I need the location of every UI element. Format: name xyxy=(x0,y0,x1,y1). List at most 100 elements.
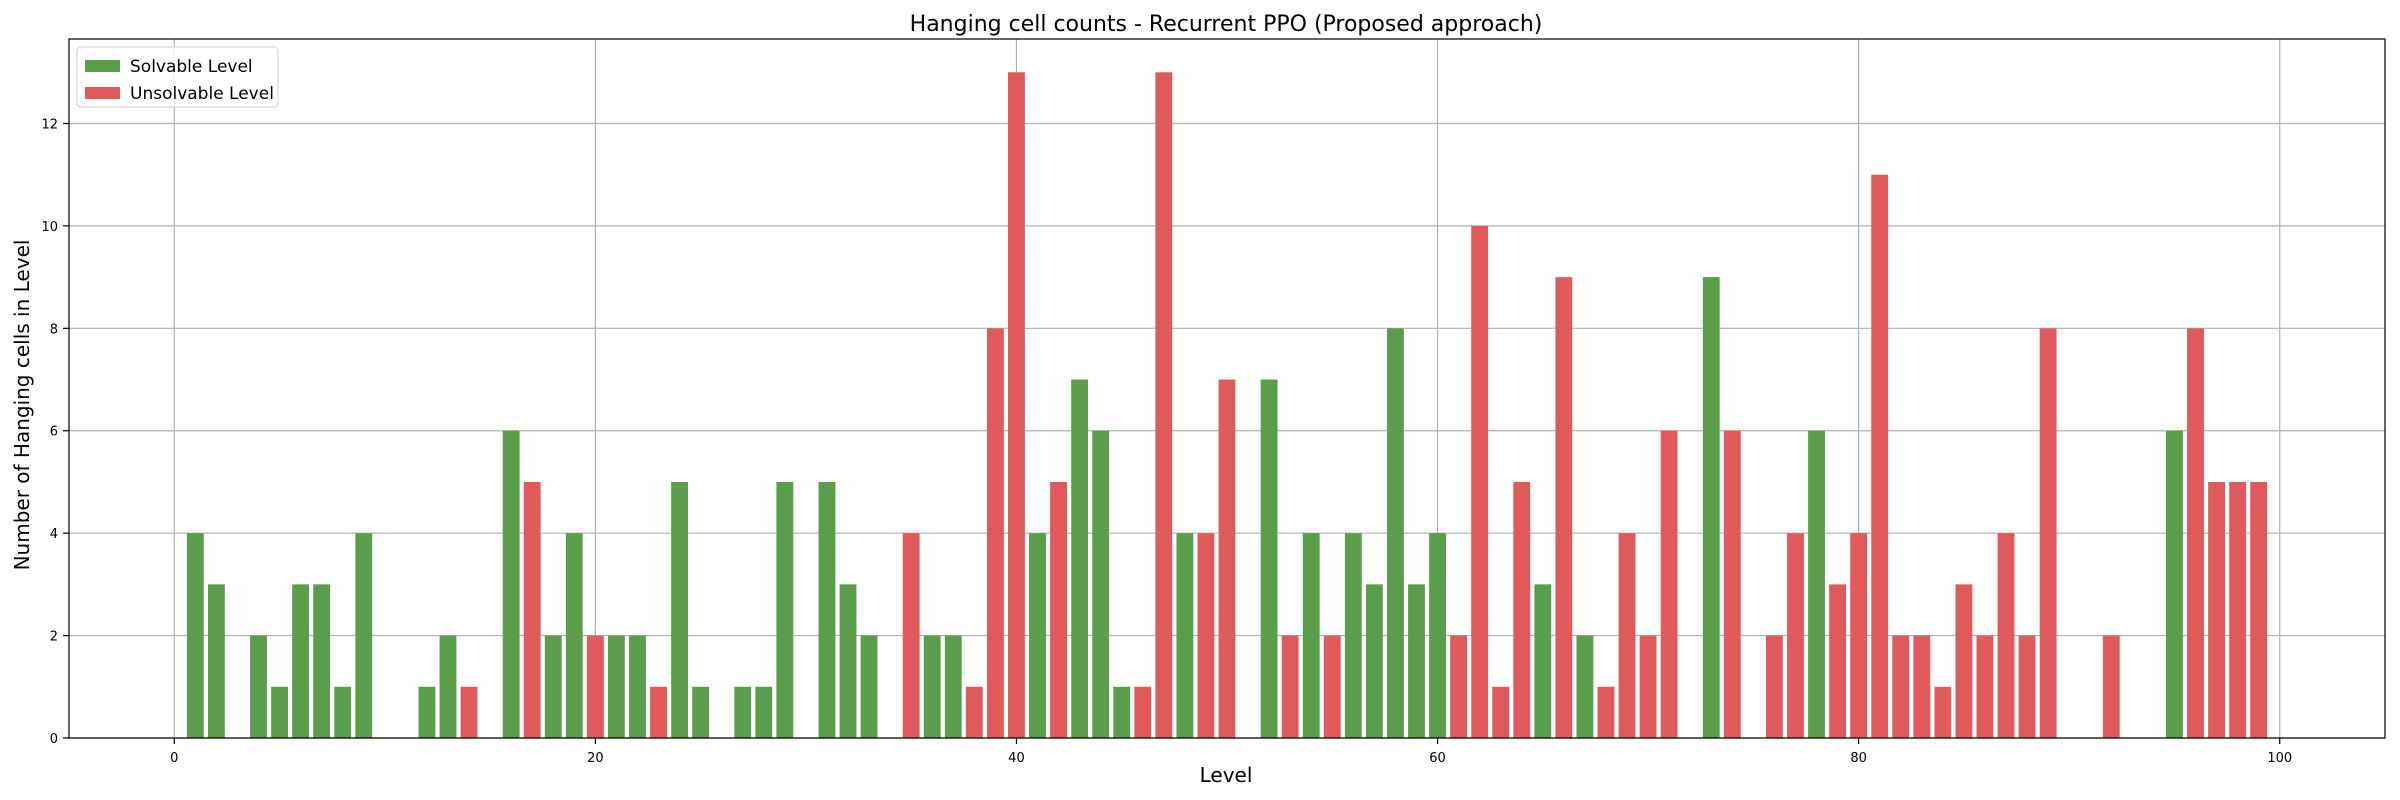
solvable-bar xyxy=(1534,584,1552,738)
solvable-bar xyxy=(755,686,773,738)
legend-label-unsolvable: Unsolvable Level xyxy=(130,84,274,104)
solvable-bar xyxy=(1071,379,1089,738)
unsolvable-bar xyxy=(1513,481,1531,738)
unsolvable-bar xyxy=(2229,481,2247,738)
bars xyxy=(186,72,2268,739)
solvable-bar xyxy=(818,481,836,738)
unsolvable-bar xyxy=(1765,635,1783,738)
unsolvable-bar xyxy=(2102,635,2120,738)
unsolvable-bar xyxy=(902,533,920,738)
solvable-bar xyxy=(1029,533,1046,738)
solvable-bar xyxy=(776,481,794,738)
y-tick-label: 4 xyxy=(50,527,58,542)
x-tick-label: 80 xyxy=(1850,751,1867,766)
solvable-bar xyxy=(607,635,625,738)
solvable-bar xyxy=(1387,328,1404,738)
solvable-bar xyxy=(1260,379,1278,738)
solvable-bar xyxy=(313,584,331,738)
solvable-bar xyxy=(1344,533,1362,738)
unsolvable-bar xyxy=(1892,635,1910,738)
unsolvable-bar xyxy=(1723,430,1741,738)
plot-frame xyxy=(68,38,2386,739)
legend-swatch-unsolvable xyxy=(85,87,120,99)
solvable-bar xyxy=(1176,533,1194,738)
unsolvable-bar xyxy=(1829,584,1847,738)
solvable-bar xyxy=(923,635,941,738)
unsolvable-bar xyxy=(523,481,541,738)
legend: Solvable Level Unsolvable Level xyxy=(76,46,279,108)
unsolvable-bar xyxy=(1660,430,1678,738)
solvable-bar xyxy=(565,533,583,738)
unsolvable-bar xyxy=(1934,686,1952,738)
legend-swatch-solvable xyxy=(85,60,120,72)
unsolvable-bar xyxy=(1639,635,1657,738)
unsolvable-bar xyxy=(1323,635,1341,738)
unsolvable-bar xyxy=(1218,379,1236,738)
y-tick-label: 12 xyxy=(41,117,58,132)
solvable-bar xyxy=(1702,277,1720,738)
unsolvable-bar xyxy=(1050,481,1067,738)
solvable-bar xyxy=(692,686,710,738)
unsolvable-bar xyxy=(1471,225,1489,738)
unsolvable-bar xyxy=(1450,635,1468,738)
y-tick-label: 8 xyxy=(50,322,58,337)
unsolvable-bar xyxy=(1008,72,1025,739)
solvable-bar xyxy=(1302,533,1320,738)
unsolvable-bar xyxy=(2018,635,2036,738)
solvable-bar xyxy=(207,584,225,738)
unsolvable-bar xyxy=(1197,533,1215,738)
unsolvable-bar xyxy=(1913,635,1931,738)
solvable-bar xyxy=(860,635,878,738)
x-tick-label: 40 xyxy=(1008,751,1025,766)
unsolvable-bar xyxy=(1850,533,1868,738)
x-tick-label: 0 xyxy=(170,751,178,766)
unsolvable-bar xyxy=(1134,686,1152,738)
y-tick-label: 0 xyxy=(50,732,58,747)
axes: 0 20 40 60 80 100 0 2 4 6 8 10 12 xyxy=(41,38,2386,766)
unsolvable-bar xyxy=(460,686,478,738)
solvable-bar xyxy=(671,481,689,738)
solvable-bar xyxy=(1365,584,1383,738)
solvable-bar xyxy=(2166,430,2183,738)
unsolvable-bar xyxy=(986,328,1004,738)
solvable-bar xyxy=(292,584,310,738)
y-tick-label: 2 xyxy=(50,630,58,645)
solvable-bar xyxy=(271,686,288,738)
unsolvable-bar xyxy=(1787,533,1804,738)
solvable-bar xyxy=(734,686,752,738)
x-tick-label: 60 xyxy=(1429,751,1446,766)
legend-label-solvable: Solvable Level xyxy=(130,57,253,77)
unsolvable-bar xyxy=(2208,481,2225,738)
solvable-bar xyxy=(502,430,520,738)
unsolvable-bar xyxy=(1955,584,1973,738)
y-tick-label: 6 xyxy=(50,425,58,440)
solvable-bar xyxy=(1808,430,1825,738)
solvable-bar xyxy=(250,635,267,738)
solvable-bar xyxy=(839,584,857,738)
x-axis-title: Level xyxy=(1200,763,1253,787)
unsolvable-bar xyxy=(650,686,667,738)
solvable-bar xyxy=(629,635,646,738)
solvable-bar xyxy=(1092,430,1110,738)
unsolvable-bar xyxy=(1871,174,1889,738)
unsolvable-bar xyxy=(1155,72,1173,739)
unsolvable-bar xyxy=(1618,533,1636,738)
solvable-bar xyxy=(418,686,436,738)
unsolvable-bar xyxy=(586,635,604,738)
y-axis-title: Number of Hanging cells in Level xyxy=(10,240,34,571)
solvable-bar xyxy=(1113,686,1131,738)
solvable-bar xyxy=(439,635,457,738)
solvable-bar xyxy=(334,686,352,738)
solvable-bar xyxy=(1576,635,1594,738)
solvable-bar xyxy=(544,635,562,738)
unsolvable-bar xyxy=(1492,686,1510,738)
unsolvable-bar xyxy=(965,686,983,738)
unsolvable-bar xyxy=(2250,481,2268,738)
chart-title: Hanging cell counts - Recurrent PPO (Pro… xyxy=(910,12,1543,37)
solvable-bar xyxy=(1408,584,1425,738)
solvable-bar xyxy=(186,533,204,738)
unsolvable-bar xyxy=(2187,328,2204,738)
solvable-bar xyxy=(944,635,962,738)
unsolvable-bar xyxy=(2039,328,2057,738)
